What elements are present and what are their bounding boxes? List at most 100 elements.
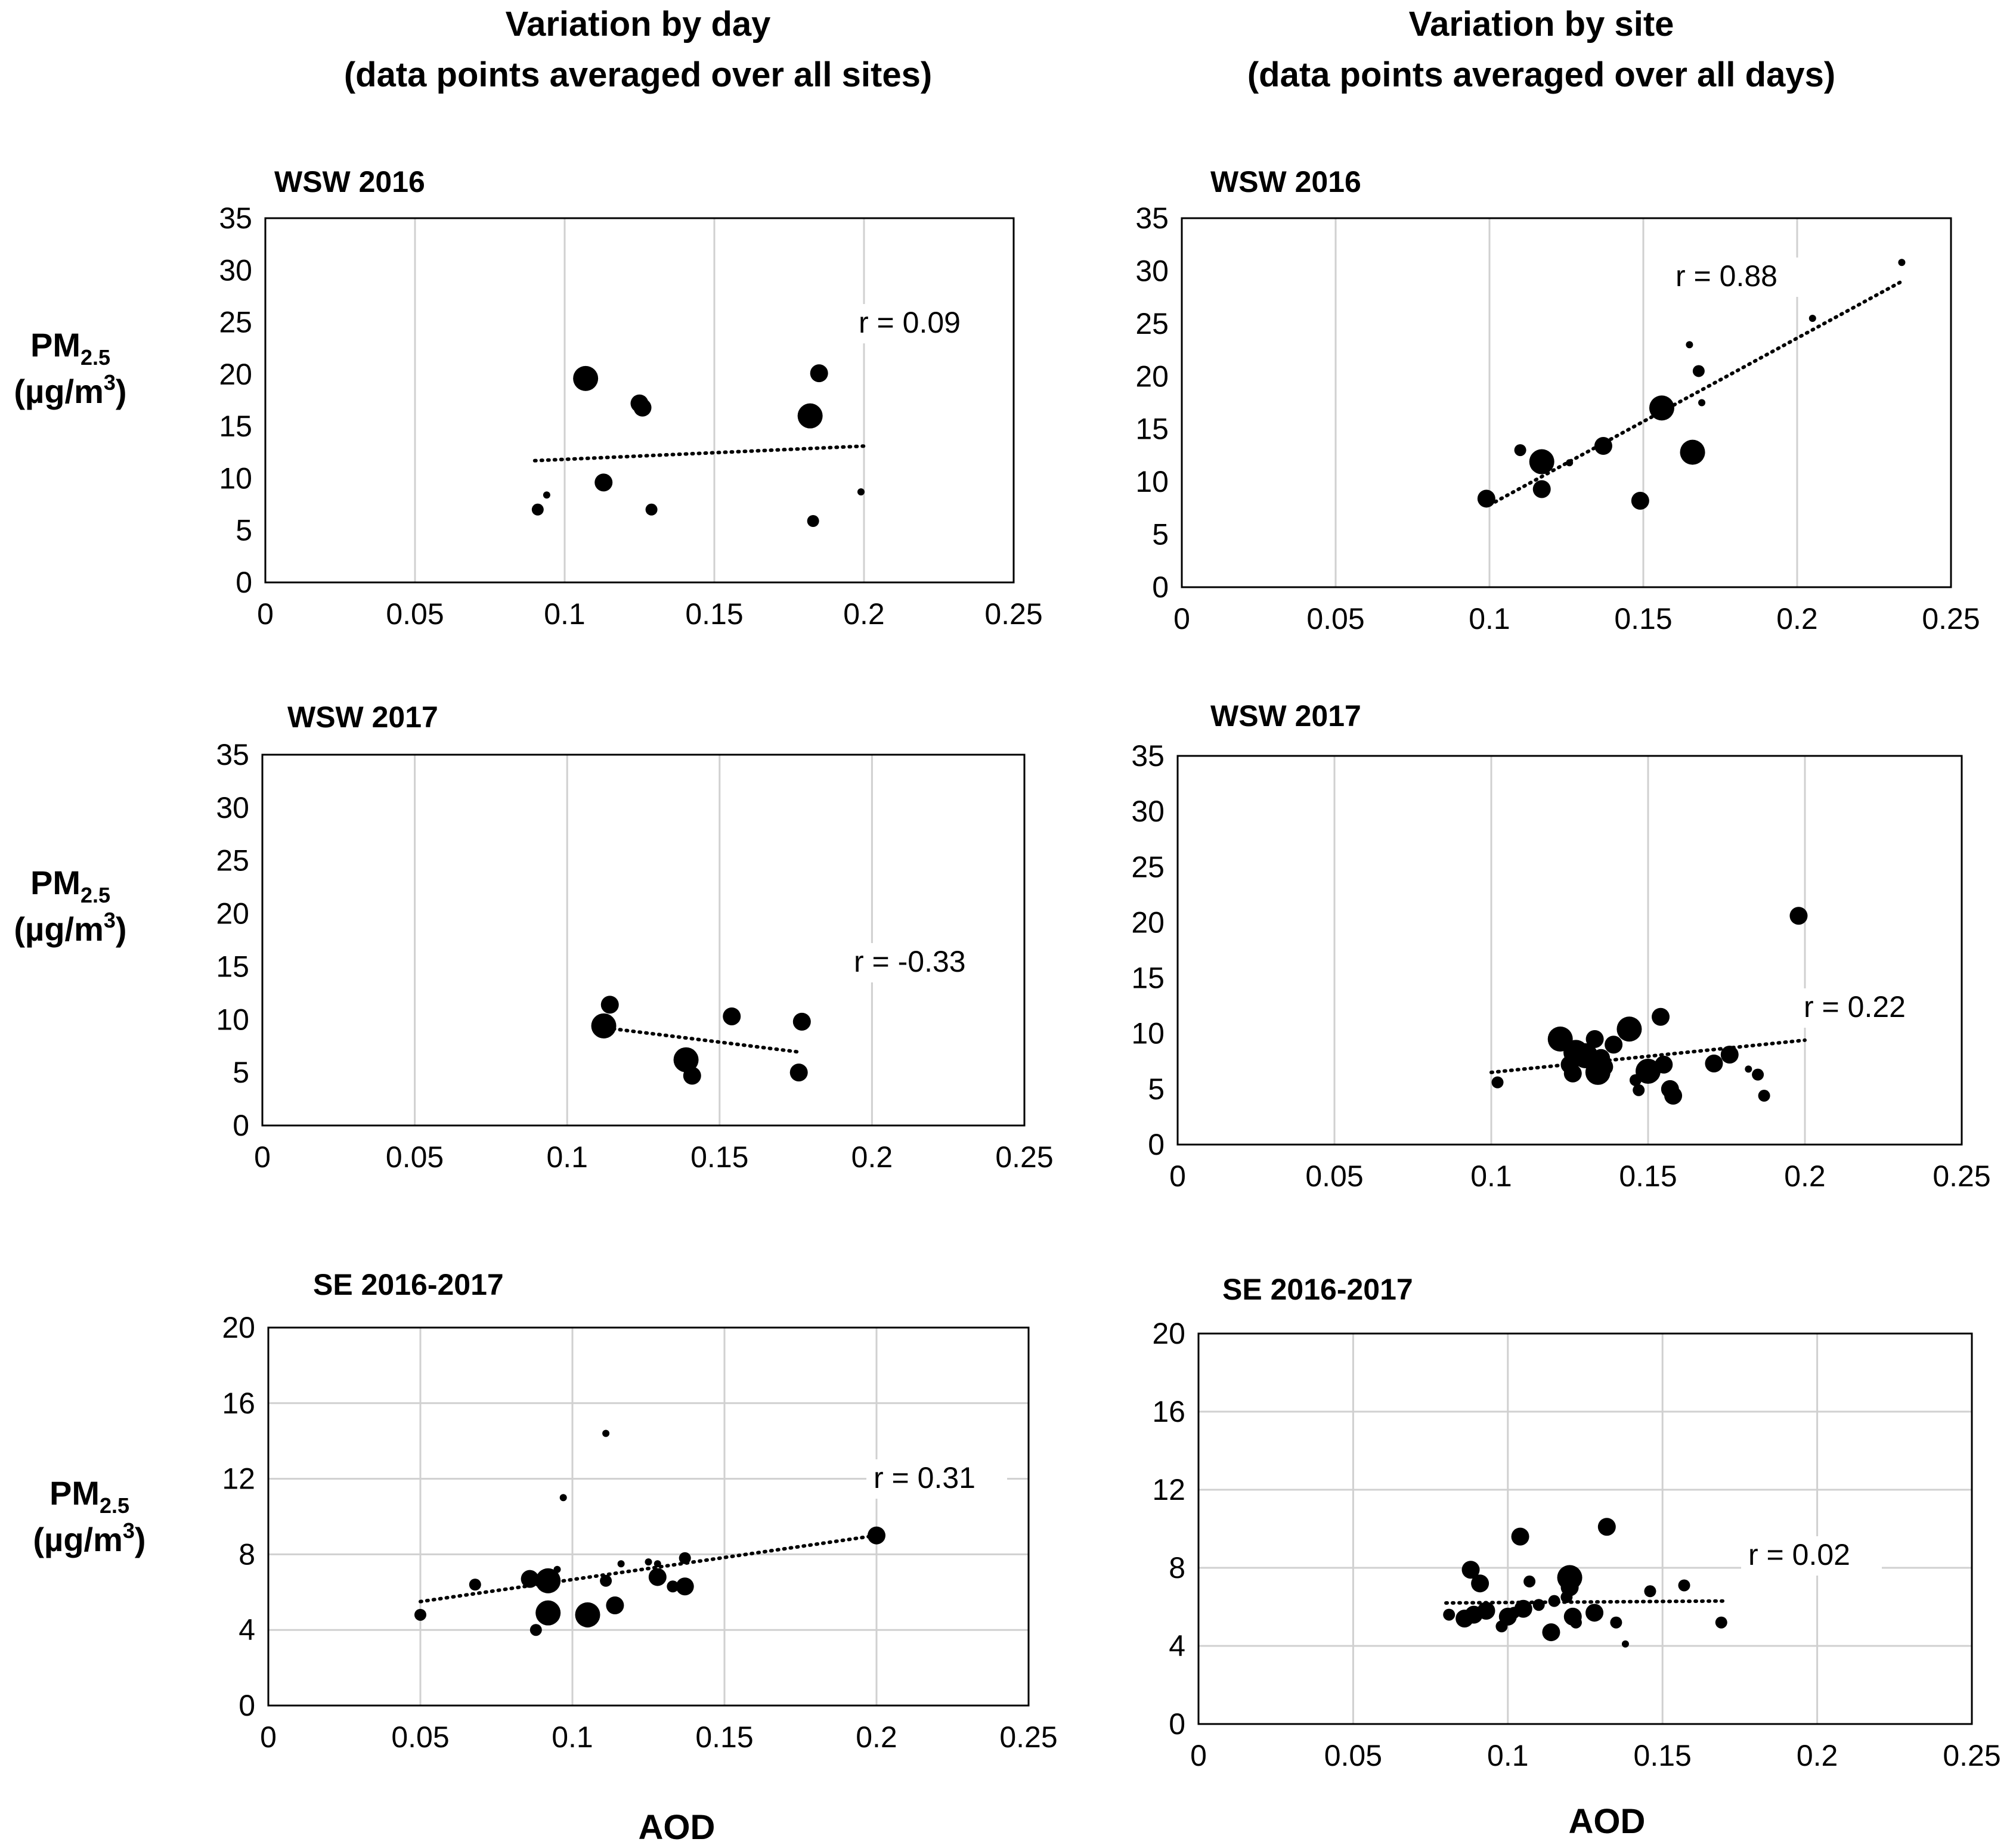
y-tick-label: 15 <box>216 950 249 983</box>
data-point <box>1621 1640 1629 1648</box>
panel-title: SE 2016-2017 <box>313 1268 504 1301</box>
scatter-panel-6: SE 2016-2017 0 0.05 0.1 0.15 0.2 0.25 0 4 8 12 16 20… <box>1152 1273 2000 1772</box>
x-tick-label: 0 <box>254 1140 271 1174</box>
data-point <box>1649 395 1674 421</box>
correlation-label: r = 0.31 <box>874 1461 975 1494</box>
y-tick-label: 25 <box>1131 850 1165 883</box>
y-tick-label: 10 <box>219 461 252 495</box>
trendline <box>1488 280 1904 507</box>
x-tick-label: 0.1 <box>544 597 586 631</box>
x-axis-label-right: AOD <box>1569 1802 1646 1841</box>
y-tick-label: 20 <box>219 358 252 391</box>
data-point <box>1698 399 1706 407</box>
y-tick-label: 25 <box>1135 307 1169 340</box>
data-point <box>1686 341 1693 349</box>
x-tick-label: 0.2 <box>851 1140 893 1174</box>
data-point <box>1633 1084 1645 1096</box>
data-point <box>617 1560 625 1568</box>
data-point <box>529 1624 542 1636</box>
correlation-label: r = 0.09 <box>859 306 961 339</box>
data-point <box>1616 1016 1642 1042</box>
y-tick-label: 4 <box>239 1613 255 1647</box>
data-point <box>1594 437 1612 455</box>
x-tick-label: 0.15 <box>690 1140 748 1174</box>
x-tick-label: 0.15 <box>685 597 743 631</box>
data-point <box>797 403 823 429</box>
data-point <box>543 491 550 499</box>
x-axis-label-left: AOD <box>639 1808 716 1847</box>
svg-text:PM2.5: PM2.5 <box>49 1474 129 1518</box>
x-tick-label: 0.25 <box>984 597 1042 631</box>
y-tick-label: 35 <box>216 738 249 771</box>
y-tick-label: 8 <box>1169 1551 1185 1585</box>
r-label-background <box>866 1459 1007 1499</box>
data-point <box>1752 1068 1764 1081</box>
correlation-label: r = 0.22 <box>1804 990 1906 1024</box>
y-tick-label: 0 <box>1169 1707 1185 1741</box>
y-tick-label: 35 <box>1135 201 1169 235</box>
x-tick-label: 0.1 <box>1469 602 1510 635</box>
data-point <box>648 1568 667 1586</box>
y-tick-label: 0 <box>236 566 252 599</box>
y-tick-label: 25 <box>216 844 249 878</box>
data-point <box>1523 1575 1536 1587</box>
data-point <box>723 1007 741 1025</box>
y-tick-label: 5 <box>1148 1072 1165 1106</box>
data-point <box>1595 1058 1614 1076</box>
data-point <box>792 1012 811 1031</box>
y-tick-label: 5 <box>236 514 252 547</box>
plot-frame <box>267 1326 1030 1707</box>
y-axis-label-row3: PM2.5 (µg/m3) <box>33 1474 145 1558</box>
svg-text:(µg/m3): (µg/m3) <box>14 908 126 948</box>
y-tick-label: 15 <box>1135 413 1169 446</box>
r-label-background <box>1741 1536 1882 1576</box>
data-point <box>1532 1599 1545 1611</box>
data-point <box>667 1580 679 1593</box>
r-label-background <box>1797 988 1937 1028</box>
data-point <box>645 503 658 516</box>
data-point <box>1585 1030 1604 1049</box>
data-point <box>810 364 828 383</box>
data-point <box>573 365 599 391</box>
data-point <box>535 1568 561 1593</box>
y-tick-label: 10 <box>1135 465 1169 498</box>
data-point <box>535 1600 561 1626</box>
y-tick-label: 5 <box>233 1056 249 1089</box>
trendline <box>532 444 866 463</box>
x-tick-label: 0.2 <box>843 597 885 631</box>
data-point <box>1560 1578 1579 1596</box>
data-point <box>1655 1055 1673 1074</box>
panel-title: WSW 2016 <box>1210 165 1361 199</box>
r-label-background <box>851 304 992 343</box>
y-tick-label: 30 <box>1135 254 1169 287</box>
data-point <box>683 1066 701 1085</box>
correlation-label: r = 0.88 <box>1676 259 1777 293</box>
data-point <box>1745 1065 1752 1073</box>
data-point <box>591 1013 617 1038</box>
right-column-title-line2: (data points averaged over all days) <box>1247 55 1835 94</box>
data-point <box>789 1063 808 1082</box>
x-tick-label: 0.1 <box>546 1140 588 1174</box>
x-tick-label: 0.1 <box>1487 1739 1529 1772</box>
data-point <box>1644 1585 1656 1598</box>
x-tick-label: 0.25 <box>1933 1159 1990 1193</box>
panel-title: SE 2016-2017 <box>1222 1273 1413 1306</box>
x-tick-label: 0.05 <box>391 1720 449 1754</box>
scatter-panel-3: WSW 2017 0 0.05 0.1 0.15 0.2 0.25 0 5 10 15 20 25 30 3… <box>216 700 1053 1174</box>
y-tick-label: 30 <box>219 253 252 287</box>
y-tick-label: 20 <box>1152 1317 1185 1350</box>
data-point <box>1715 1616 1727 1629</box>
data-point <box>1443 1608 1455 1621</box>
r-label-background <box>847 943 1004 982</box>
data-point <box>521 1570 539 1588</box>
data-point <box>1680 439 1705 465</box>
y-tick-label: 10 <box>216 1003 249 1036</box>
data-point <box>1491 1076 1504 1089</box>
y-tick-label: 0 <box>1152 570 1169 604</box>
data-point <box>807 515 819 528</box>
data-point <box>1563 1064 1582 1083</box>
data-point <box>1789 907 1808 925</box>
trendline <box>1489 1038 1807 1074</box>
y-tick-label: 12 <box>222 1462 255 1496</box>
data-point <box>1652 1007 1670 1026</box>
